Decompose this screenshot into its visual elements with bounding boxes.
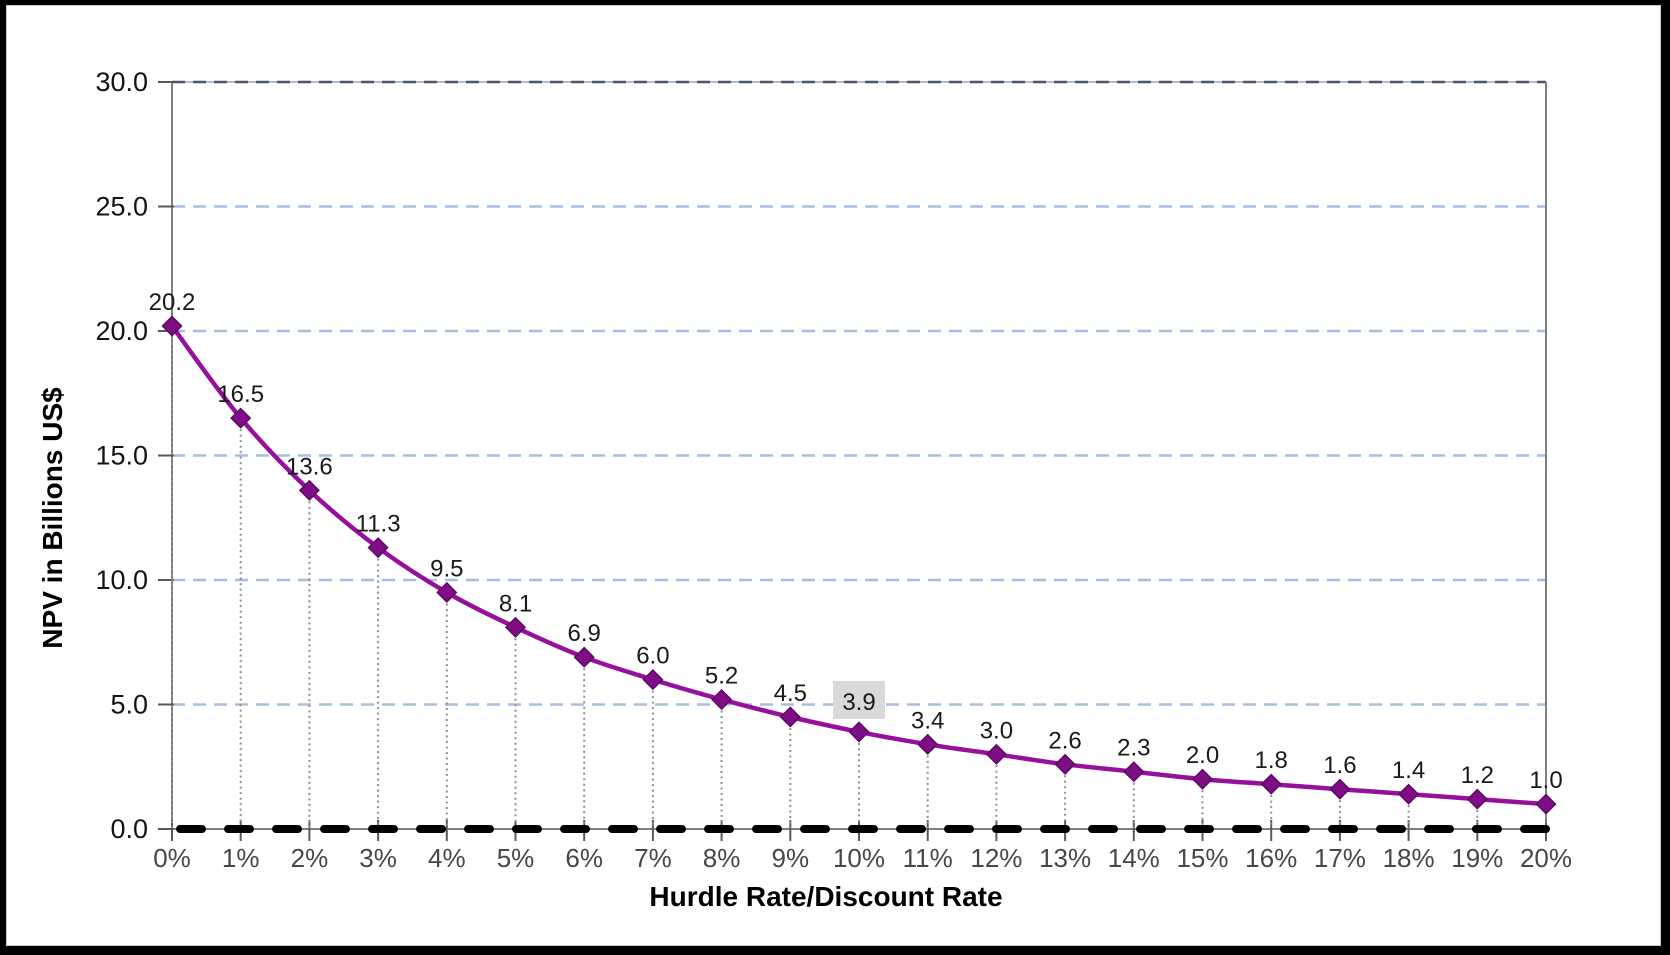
- x-tick-label: 14%: [1108, 843, 1160, 873]
- chart-canvas: [6, 5, 1661, 946]
- x-tick-label: 8%: [703, 843, 741, 873]
- data-label: 2.3: [1117, 735, 1150, 762]
- x-tick-label: 11%: [903, 843, 953, 873]
- data-label: 8.1: [499, 590, 532, 617]
- data-label: 4.5: [774, 680, 807, 707]
- data-point-marker: [1329, 778, 1351, 800]
- data-point-marker: [779, 706, 801, 728]
- y-tick-label: 15.0: [95, 441, 148, 471]
- y-tick-label: 10.0: [95, 565, 148, 595]
- data-point-marker: [436, 581, 458, 604]
- x-tick-label: 5%: [497, 843, 535, 873]
- highlighted-label-background: [833, 680, 885, 719]
- data-point-marker: [230, 407, 252, 429]
- data-point-marker: [1054, 753, 1076, 775]
- x-tick-label: 1%: [222, 843, 260, 873]
- data-point-marker: [298, 479, 320, 501]
- data-point-marker: [1535, 793, 1557, 815]
- data-point-marker: [1398, 783, 1420, 805]
- data-label: 13.6: [286, 453, 333, 480]
- data-label: 2.0: [1186, 742, 1219, 769]
- y-tick-label: 0.0: [110, 814, 148, 844]
- x-tick-label: 17%: [1314, 843, 1366, 873]
- npv-series: [161, 315, 1557, 815]
- data-label-highlighted: 3.9: [842, 689, 875, 716]
- gridlines: [172, 80, 1546, 706]
- data-point-marker: [1123, 761, 1145, 783]
- data-point-marker: [367, 537, 389, 559]
- data-label: 1.2: [1461, 762, 1494, 789]
- data-label: 1.4: [1392, 757, 1425, 784]
- y-tick-label: 25.0: [95, 192, 148, 222]
- x-tick-label: 3%: [359, 843, 397, 873]
- data-label: 6.9: [568, 620, 601, 647]
- data-point-marker: [848, 721, 870, 743]
- x-tick-label: 19%: [1451, 843, 1503, 873]
- data-label: 6.0: [636, 643, 669, 670]
- data-label: 11.3: [356, 511, 401, 538]
- data-label: 3.0: [980, 717, 1013, 744]
- data-point-marker: [1191, 768, 1214, 790]
- data-label: 1.6: [1323, 752, 1356, 779]
- data-label: 1.0: [1529, 767, 1562, 794]
- axes: [158, 81, 1547, 841]
- x-tick-label: 12%: [970, 843, 1022, 873]
- data-label: 1.8: [1255, 747, 1288, 774]
- tick-labels: 0.0 5.0 10.0 15.0 20.0 25.0 30.0 0% 1% 2% 3% 4% 5% 6%…: [95, 67, 1572, 873]
- y-tick-label: 20.0: [95, 316, 148, 346]
- data-labels: 20.2 16.5 13.6 11.3 9.5 8.1 6.9 6.0 5.2 4.5 3.9 3.4…: [149, 289, 1563, 794]
- x-tick-label: 0%: [153, 843, 191, 873]
- data-label: 9.5: [430, 555, 463, 582]
- x-tick-label: 7%: [634, 843, 672, 873]
- x-tick-label: 13%: [1039, 843, 1091, 873]
- data-label: 3.4: [911, 707, 944, 734]
- data-point-marker: [161, 315, 183, 337]
- x-tick-label: 10%: [833, 843, 885, 873]
- data-point-marker: [917, 733, 939, 755]
- x-tick-label: 4%: [428, 843, 466, 873]
- x-tick-label: 18%: [1383, 843, 1435, 873]
- y-tick-label: 30.0: [95, 67, 148, 97]
- x-tick-label: 2%: [291, 843, 329, 873]
- y-tick-label: 5.0: [110, 690, 148, 720]
- data-point-marker: [985, 743, 1007, 765]
- data-label: 2.6: [1048, 727, 1081, 754]
- data-point-marker: [642, 669, 664, 691]
- data-label: 16.5: [217, 381, 264, 408]
- x-tick-label: 20%: [1520, 843, 1572, 873]
- data-label: 20.2: [149, 289, 196, 316]
- drop-lines: [171, 326, 1547, 828]
- x-axis-title: Hurdle Rate/Discount Rate: [649, 881, 1002, 912]
- data-point-marker: [504, 616, 527, 638]
- data-point-marker: [1466, 788, 1488, 810]
- data-point-marker: [711, 688, 733, 711]
- x-tick-label: 16%: [1245, 843, 1297, 873]
- data-point-marker: [573, 646, 595, 668]
- x-tick-label: 15%: [1176, 843, 1228, 873]
- data-label: 5.2: [705, 663, 738, 690]
- data-point-marker: [1260, 773, 1282, 795]
- y-axis-title: NPV in Billions US$: [37, 387, 68, 649]
- x-tick-label: 6%: [565, 843, 603, 873]
- x-tick-label: 9%: [772, 843, 810, 873]
